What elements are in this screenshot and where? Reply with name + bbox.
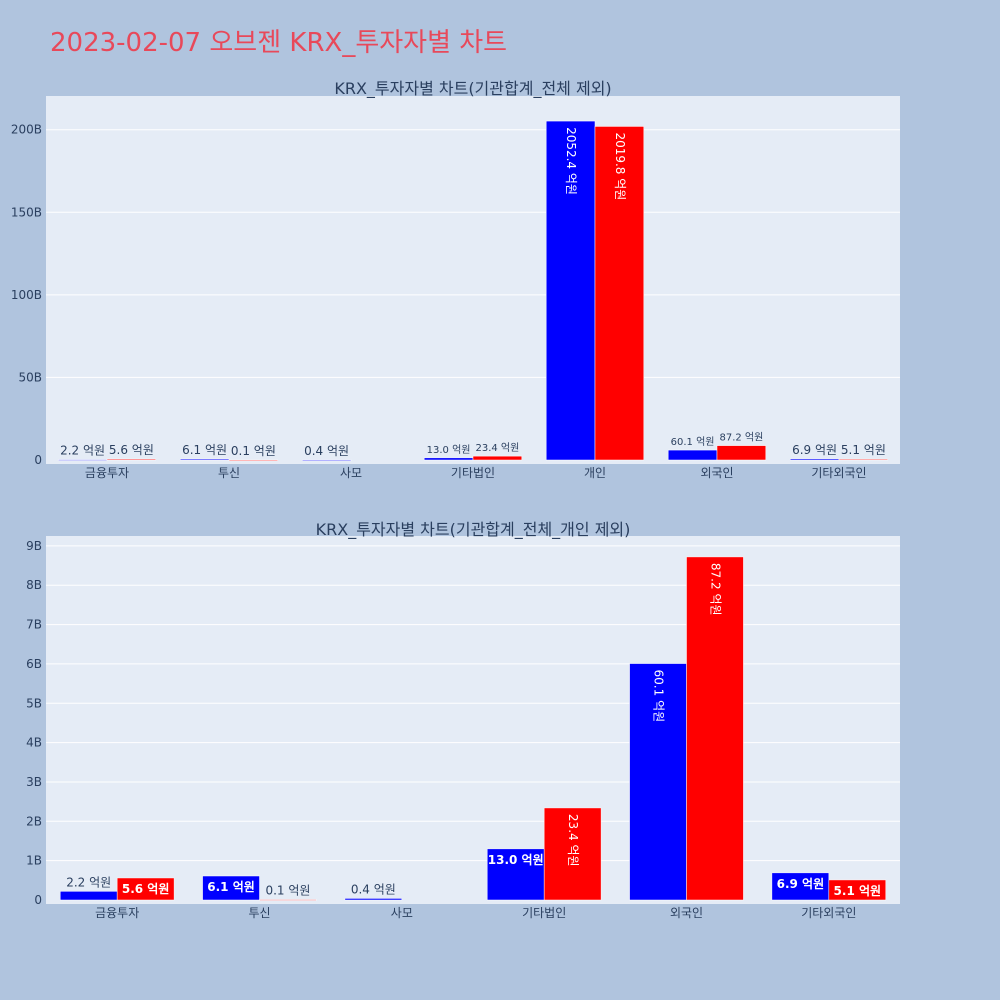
y-tick-label: 0 bbox=[34, 893, 42, 907]
bar bbox=[545, 120, 596, 461]
bar bbox=[57, 459, 108, 461]
data-label: 0.4 억원 bbox=[351, 882, 396, 896]
bar bbox=[301, 459, 352, 461]
x-tick-label: 사모 bbox=[391, 906, 413, 920]
x-tick-label: 투신 bbox=[248, 906, 270, 920]
y-tick-label: 150B bbox=[11, 205, 42, 219]
bar bbox=[686, 556, 744, 901]
data-label: 13.0 억원 bbox=[427, 444, 471, 456]
y-tick-label: 4B bbox=[26, 736, 42, 750]
data-label: 0.4 억원 bbox=[304, 444, 349, 458]
y-tick-label: 8B bbox=[26, 578, 42, 592]
x-tick-label: 기타법인 bbox=[522, 906, 566, 920]
data-label: 5.6 억원 bbox=[122, 882, 170, 896]
y-tick-label: 3B bbox=[26, 775, 42, 789]
data-label: 60.1 억원 bbox=[652, 670, 666, 723]
chart-bottom: 0 1B 2B 3B 4B 5B 6B 7B 8B 9B KRX_투자자별 차트(기관합계_전체_개… bbox=[26, 520, 900, 920]
bar bbox=[828, 879, 887, 901]
y-tick-label: 7B bbox=[26, 618, 42, 632]
bar bbox=[543, 807, 602, 901]
data-label: 6.9 억원 bbox=[792, 443, 837, 457]
data-label: 0.1 억원 bbox=[265, 884, 310, 898]
y-tick-label: 5B bbox=[26, 696, 42, 710]
data-label: 23.4 억원 bbox=[566, 814, 580, 867]
bar bbox=[423, 457, 474, 461]
x-tick-label: 사모 bbox=[340, 466, 362, 480]
chart-title: KRX_투자자별 차트(기관합계_전체 제외) bbox=[334, 79, 611, 99]
data-label: 6.9 억원 bbox=[777, 877, 825, 891]
plot-area bbox=[46, 536, 900, 904]
bar bbox=[667, 449, 718, 461]
x-tick-label: 기타법인 bbox=[451, 466, 495, 480]
data-label: 6.1 억원 bbox=[182, 443, 227, 457]
bar bbox=[716, 445, 767, 461]
bar bbox=[771, 872, 830, 901]
bar bbox=[259, 899, 317, 901]
x-tick-label: 개인 bbox=[584, 466, 606, 480]
data-label: 2052.4 억원 bbox=[564, 127, 578, 195]
plot-area bbox=[46, 96, 900, 464]
bar bbox=[179, 458, 230, 461]
data-label: 87.2 억원 bbox=[708, 563, 722, 616]
y-tick-label: 6B bbox=[26, 657, 42, 671]
bar bbox=[116, 877, 175, 901]
data-label: 87.2 억원 bbox=[719, 432, 763, 444]
data-label: 5.6 억원 bbox=[109, 443, 154, 457]
bar bbox=[486, 848, 545, 901]
x-tick-label: 외국인 bbox=[670, 906, 703, 920]
y-tick-label: 200B bbox=[11, 123, 42, 137]
data-label: 0.1 억원 bbox=[231, 444, 276, 458]
data-label: 13.0 억원 bbox=[488, 853, 544, 867]
bar bbox=[789, 458, 840, 461]
data-label: 23.4 억원 bbox=[475, 442, 519, 454]
x-tick-label: 금융투자 bbox=[95, 906, 139, 920]
x-tick-label: 기타외국인 bbox=[811, 466, 866, 480]
y-tick-label: 50B bbox=[18, 370, 42, 384]
bar bbox=[59, 891, 118, 901]
bar bbox=[472, 455, 523, 461]
bar bbox=[594, 126, 645, 461]
x-tick-label: 금융투자 bbox=[85, 466, 129, 480]
data-label: 6.1 억원 bbox=[207, 880, 255, 894]
data-label: 2019.8 억원 bbox=[613, 132, 627, 200]
y-tick-label: 2B bbox=[26, 814, 42, 828]
bar bbox=[106, 458, 157, 461]
chart-title: KRX_투자자별 차트(기관합계_전체_개인 제외) bbox=[316, 520, 631, 540]
bar bbox=[228, 459, 279, 462]
x-tick-label: 투신 bbox=[218, 466, 240, 480]
bar bbox=[202, 875, 260, 901]
bar bbox=[629, 663, 687, 901]
x-tick-label: 외국인 bbox=[700, 466, 733, 480]
data-label: 60.1 억원 bbox=[671, 436, 715, 448]
y-tick-label: 0 bbox=[34, 453, 42, 467]
x-tick-label: 기타외국인 bbox=[801, 906, 856, 920]
chart-top: 0 50B 100B 150B 200B KRX_투자자별 차트(기관합계_전체 제외) 금… bbox=[11, 79, 900, 480]
data-label: 5.1 억원 bbox=[841, 443, 886, 457]
y-tick-label: 1B bbox=[26, 854, 42, 868]
data-label: 2.2 억원 bbox=[66, 875, 111, 889]
page-title: 2023-02-07 오브젠 KRX_투자자별 차트 bbox=[50, 28, 508, 58]
bar bbox=[838, 458, 889, 461]
data-label: 2.2 억원 bbox=[60, 444, 105, 458]
bar bbox=[344, 898, 403, 901]
y-tick-label: 100B bbox=[11, 288, 42, 302]
data-label: 5.1 억원 bbox=[834, 884, 882, 898]
y-tick-label: 9B bbox=[26, 539, 42, 553]
